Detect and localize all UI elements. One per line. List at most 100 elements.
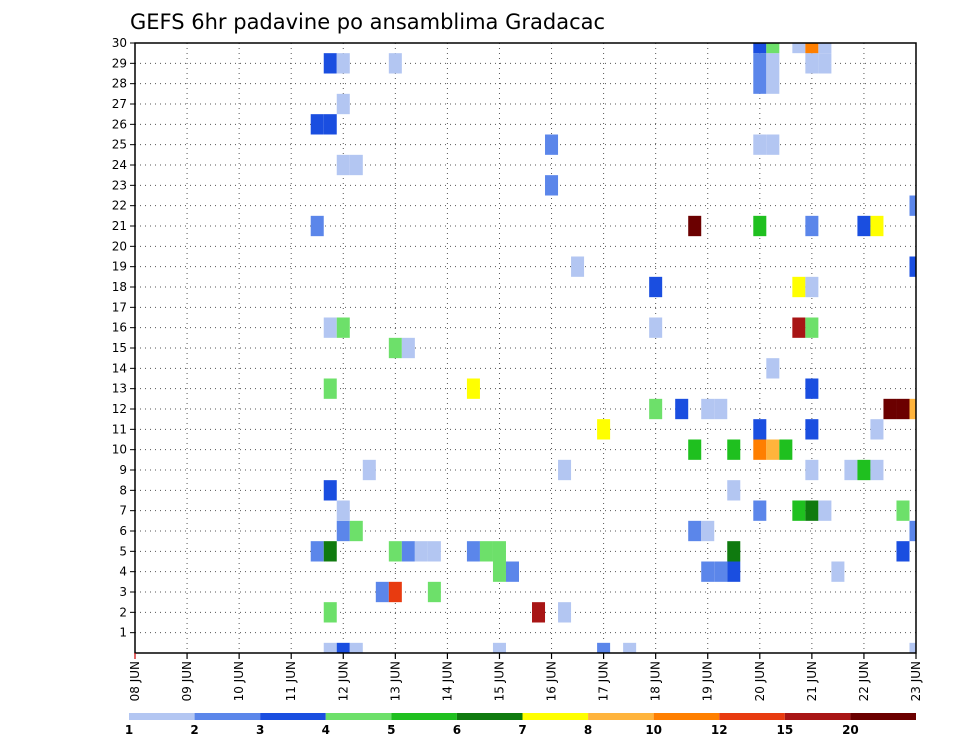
heatmap-cell xyxy=(753,215,767,237)
heatmap-cell xyxy=(805,419,819,440)
heatmap-cell xyxy=(805,43,819,54)
heatmap-cell xyxy=(323,602,337,623)
heatmap-cell xyxy=(805,500,819,521)
heatmap-cell xyxy=(896,541,910,562)
colorbar-label: 12 xyxy=(711,723,728,737)
y-tick-label: 8 xyxy=(119,483,127,497)
heatmap-cell xyxy=(727,480,741,501)
x-tick-label: 21 JUN xyxy=(805,661,819,701)
plot-area xyxy=(134,42,917,654)
heatmap-cell xyxy=(388,337,402,359)
colorbar-swatch xyxy=(194,713,261,720)
heatmap-cell xyxy=(753,73,767,94)
heatmap-cell xyxy=(909,520,916,542)
heatmap-cell xyxy=(818,53,832,74)
heatmap-cell xyxy=(323,317,337,338)
colorbar-label: 10 xyxy=(645,723,662,737)
heatmap-cell xyxy=(323,642,337,653)
heatmap-cell xyxy=(649,317,663,338)
colorbar-label: 4 xyxy=(322,723,330,737)
x-tick-label: 08 JUN xyxy=(128,661,142,701)
heatmap-cell xyxy=(714,398,728,420)
heatmap-cell xyxy=(323,53,337,74)
heatmap-cell xyxy=(362,459,376,481)
heatmap-cell xyxy=(688,215,702,237)
colorbar-swatch xyxy=(588,713,654,720)
y-tick-label: 5 xyxy=(119,544,127,558)
heatmap-cell xyxy=(479,541,493,562)
heatmap-cell xyxy=(701,561,715,582)
heatmap-cell xyxy=(336,500,350,521)
heatmap-cell xyxy=(870,459,884,481)
y-tick-label: 3 xyxy=(119,585,127,599)
x-tick-label: 10 JUN xyxy=(232,661,246,701)
colorbar-swatch xyxy=(719,713,785,720)
heatmap-cell xyxy=(701,398,715,420)
heatmap-cell xyxy=(805,459,819,481)
x-tick-label: 11 JUN xyxy=(284,661,298,701)
heatmap-cell xyxy=(896,398,910,420)
heatmap-cell xyxy=(766,439,780,460)
heatmap-cell xyxy=(766,134,780,155)
colorbar-label: 2 xyxy=(190,723,198,737)
y-tick-label: 2 xyxy=(119,605,127,619)
y-tick-label: 28 xyxy=(112,77,127,91)
heatmap-cell xyxy=(805,317,819,338)
colorbar-swatch xyxy=(129,713,195,720)
colorbar-swatch xyxy=(325,713,392,720)
y-tick-label: 17 xyxy=(112,300,127,314)
heatmap-cell xyxy=(401,337,415,359)
heatmap-cell xyxy=(336,520,350,542)
colorbar-label: 5 xyxy=(387,723,395,737)
heatmap-cell xyxy=(883,398,897,420)
heatmap-cell xyxy=(310,541,324,562)
heatmap-cell xyxy=(388,541,402,562)
colorbar-label: 3 xyxy=(256,723,264,737)
heatmap-cell xyxy=(675,398,689,420)
x-tick-label: 09 JUN xyxy=(180,661,194,701)
x-tick-label: 12 JUN xyxy=(336,661,350,701)
heatmap-cell xyxy=(558,459,572,481)
heatmap-cell xyxy=(323,378,337,399)
heatmap-cell xyxy=(427,581,441,603)
heatmap-cell xyxy=(558,602,572,623)
x-axis-ticks: 08 JUN 09 JUN 10 JUN 11 JUN 12 JUN 13 JUN 14 J… xyxy=(128,653,923,701)
heatmap-cell xyxy=(844,459,858,481)
y-tick-label: 24 xyxy=(112,158,127,172)
heatmap-cell xyxy=(909,195,916,216)
heatmap-cell xyxy=(818,500,832,521)
heatmap-cell xyxy=(336,93,350,115)
heatmap-cell xyxy=(688,520,702,542)
colorbar-swatch xyxy=(260,713,326,720)
heatmap-cell xyxy=(714,561,728,582)
heatmap-cell xyxy=(909,642,916,653)
y-tick-label: 18 xyxy=(112,280,127,294)
y-tick-label: 6 xyxy=(119,524,127,538)
heatmap-cell xyxy=(375,581,389,603)
y-tick-label: 14 xyxy=(112,361,127,375)
colorbar-swatch xyxy=(391,713,457,720)
heatmap-cell xyxy=(388,53,402,74)
heatmap-cell xyxy=(779,439,793,460)
heatmap-cell xyxy=(349,154,363,176)
y-tick-label: 19 xyxy=(112,260,127,274)
heatmap-cell xyxy=(896,500,910,521)
heatmap-cell xyxy=(727,439,741,460)
heatmap-cell xyxy=(857,459,871,481)
heatmap-cell xyxy=(336,317,350,338)
heatmap-cell xyxy=(753,500,767,521)
heatmap-cell xyxy=(727,541,741,562)
heatmap-cell xyxy=(466,378,480,399)
heatmap-cell xyxy=(792,500,806,521)
heatmap-cell xyxy=(623,642,637,653)
heatmap-cell xyxy=(323,480,337,501)
y-tick-label: 29 xyxy=(112,56,127,70)
colorbar-swatch xyxy=(456,713,523,720)
x-tick-label: 23 JUN xyxy=(909,661,923,701)
y-tick-label: 7 xyxy=(119,504,127,518)
colorbar-swatch xyxy=(784,713,851,720)
heatmap-cell xyxy=(492,541,506,562)
y-tick-label: 30 xyxy=(112,36,127,50)
x-tick-label: 17 JUN xyxy=(597,661,611,701)
